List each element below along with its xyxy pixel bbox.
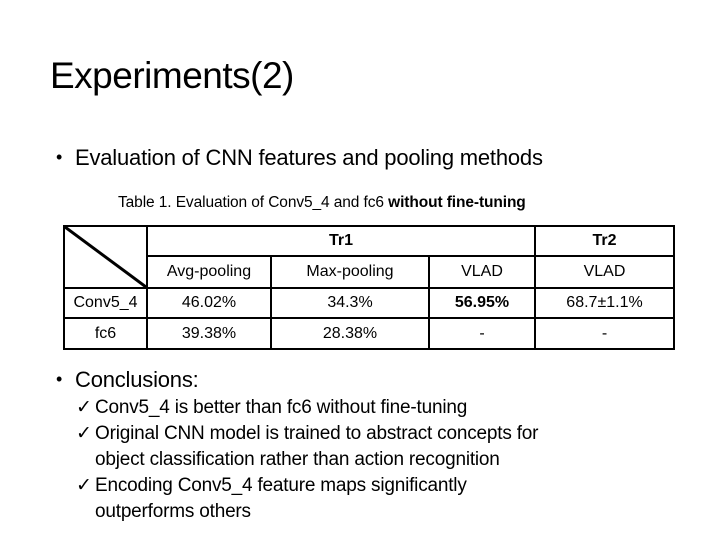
check-icon: ✓	[76, 423, 92, 444]
table-caption-regular: Table 1. Evaluation of Conv5_4 and fc6	[118, 194, 389, 211]
list-item: ✓ Original CNN model is trained to abstr…	[76, 421, 538, 473]
check-icon: ✓	[76, 475, 92, 496]
diagonal-header-cell	[63, 225, 148, 289]
conclusions-list: ✓ Conv5_4 is better than fc6 without fin…	[76, 395, 538, 525]
column-header-avg-pooling: Avg-pooling	[146, 255, 272, 289]
row-label-conv5-4: Conv5_4	[63, 287, 148, 319]
check-icon: ✓	[76, 397, 92, 418]
conclusion-text: Conv5_4 is better than fc6 without fine-…	[95, 397, 468, 418]
list-item: ✓ Conv5_4 is better than fc6 without fin…	[76, 395, 538, 421]
group-header-tr1: Tr1	[146, 225, 536, 257]
diagonal-line-icon	[65, 227, 146, 287]
column-header-vlad-tr1: VLAD	[428, 255, 536, 289]
cell-fc6-avg: 39.38%	[146, 317, 272, 350]
bullet-item-conclusions: • Conclusions:	[56, 366, 199, 394]
bullet-icon: •	[56, 369, 63, 389]
column-header-vlad-tr2: VLAD	[534, 255, 675, 289]
table-row-conv5-4: Conv5_4 46.02% 34.3% 56.95% 68.7±1.1%	[63, 287, 675, 319]
cell-conv5-avg: 46.02%	[146, 287, 272, 319]
table-caption-bold: without fine-tuning	[388, 194, 526, 211]
cell-conv5-vlad-tr1: 56.95%	[428, 287, 536, 319]
bullet-text: Evaluation of CNN features and pooling m…	[75, 145, 543, 170]
row-label-fc6: fc6	[63, 317, 148, 350]
conclusion-text: Original CNN model is trained to abstrac…	[95, 423, 539, 470]
cell-conv5-vlad-tr2: 68.7±1.1%	[534, 287, 675, 319]
bullet-icon: •	[56, 147, 63, 167]
list-item: ✓ Encoding Conv5_4 feature maps signific…	[76, 473, 538, 525]
bullet-text: Conclusions:	[75, 367, 199, 392]
cell-conv5-max: 34.3%	[270, 287, 430, 319]
bullet-item-evaluation: • Evaluation of CNN features and pooling…	[56, 144, 543, 172]
cell-fc6-max: 28.38%	[270, 317, 430, 350]
conclusion-text: Encoding Conv5_4 feature maps significan…	[95, 475, 467, 522]
table-row-fc6: fc6 39.38% 28.38% - -	[63, 317, 675, 350]
table-caption: Table 1. Evaluation of Conv5_4 and fc6 w…	[118, 192, 526, 214]
column-header-max-pooling: Max-pooling	[270, 255, 430, 289]
group-header-tr2: Tr2	[534, 225, 675, 257]
cell-fc6-vlad-tr2: -	[534, 317, 675, 350]
cell-fc6-vlad-tr1: -	[428, 317, 536, 350]
evaluation-table: Tr1 Tr2 Avg-pooling Max-pooling VLAD VLA…	[63, 225, 675, 350]
slide-title: Experiments(2)	[50, 55, 294, 96]
